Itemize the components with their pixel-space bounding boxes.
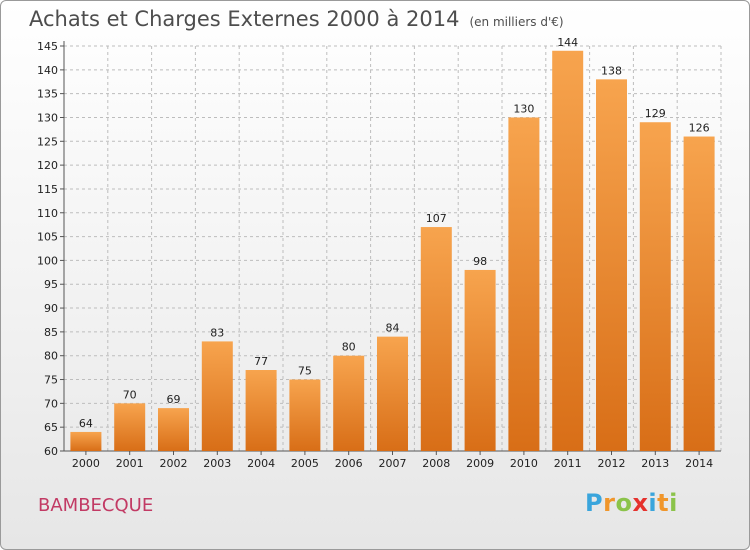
x-tick-label: 2012 bbox=[598, 457, 626, 470]
logo-letter: P bbox=[585, 489, 604, 517]
y-tick-label: 65 bbox=[44, 421, 58, 434]
y-tick-label: 105 bbox=[37, 231, 58, 244]
x-tick-label: 2004 bbox=[247, 457, 275, 470]
y-tick-label: 130 bbox=[37, 111, 58, 124]
bar-2013 bbox=[639, 122, 671, 451]
logo-letter: x bbox=[632, 489, 649, 517]
bar-2006 bbox=[333, 355, 365, 451]
x-tick-label: 2002 bbox=[160, 457, 188, 470]
x-tick-label: 2005 bbox=[291, 457, 319, 470]
logo-letter: r bbox=[603, 489, 616, 517]
bar-2007 bbox=[377, 336, 408, 451]
y-tick-label: 140 bbox=[37, 64, 58, 77]
x-tick-label: 2007 bbox=[379, 457, 407, 470]
y-tick-label: 125 bbox=[37, 135, 58, 148]
logo-letter: o bbox=[615, 489, 633, 517]
proxiti-logo: Proxiti bbox=[585, 489, 678, 517]
y-tick-label: 135 bbox=[37, 88, 58, 101]
bar-2008 bbox=[420, 227, 452, 451]
bar-2000 bbox=[70, 431, 102, 451]
bar-2004 bbox=[245, 370, 277, 451]
bar-2014 bbox=[683, 136, 715, 451]
value-label: 69 bbox=[167, 393, 181, 406]
x-tick-label: 2003 bbox=[203, 457, 231, 470]
value-label: 70 bbox=[123, 388, 137, 401]
value-label: 126 bbox=[689, 122, 710, 135]
logo-letter: t bbox=[657, 489, 670, 517]
value-label: 107 bbox=[426, 212, 447, 225]
value-label: 83 bbox=[210, 326, 224, 339]
x-tick-label: 2013 bbox=[641, 457, 669, 470]
bar-2012 bbox=[596, 79, 627, 452]
y-tick-label: 100 bbox=[37, 254, 58, 267]
y-tick-label: 60 bbox=[44, 445, 58, 458]
value-label: 130 bbox=[513, 102, 534, 115]
labels: 60 65 70 75 80 85 90 95 100 105 110 115 120 125 130 135… bbox=[37, 36, 713, 470]
y-tick-label: 95 bbox=[44, 278, 58, 291]
bar-2011 bbox=[552, 50, 584, 451]
bar-2010 bbox=[508, 117, 540, 452]
x-tick-label: 2006 bbox=[335, 457, 363, 470]
chart-unit: (en milliers d'€) bbox=[469, 15, 564, 29]
x-tick-label: 2000 bbox=[72, 457, 100, 470]
y-tick-label: 145 bbox=[37, 40, 58, 53]
bar-2009 bbox=[464, 269, 496, 451]
chart-title: Achats et Charges Externes 2000 à 2014 (e… bbox=[29, 7, 564, 31]
y-tick-label: 70 bbox=[44, 397, 58, 410]
x-tick-label: 2008 bbox=[422, 457, 450, 470]
y-tick-label: 120 bbox=[37, 159, 58, 172]
bar-2003 bbox=[201, 341, 233, 451]
value-label: 98 bbox=[473, 255, 487, 268]
y-tick-label: 115 bbox=[37, 183, 58, 196]
bar-2001 bbox=[114, 403, 146, 451]
y-tick-label: 90 bbox=[44, 302, 58, 315]
value-label: 80 bbox=[342, 341, 356, 354]
logo-letter: i bbox=[669, 489, 678, 517]
value-label: 75 bbox=[298, 365, 312, 378]
x-tick-label: 2010 bbox=[510, 457, 538, 470]
value-label: 138 bbox=[601, 64, 622, 77]
y-tick-label: 75 bbox=[44, 374, 58, 387]
value-label: 77 bbox=[254, 355, 268, 368]
bar-2005 bbox=[289, 379, 321, 451]
value-label: 129 bbox=[645, 107, 666, 120]
chart-title-text: Achats et Charges Externes 2000 à 2014 bbox=[29, 7, 460, 31]
logo-letter: i bbox=[648, 489, 658, 517]
x-tick-label: 2011 bbox=[554, 457, 582, 470]
x-tick-label: 2001 bbox=[116, 457, 144, 470]
bars bbox=[70, 50, 715, 452]
value-label: 84 bbox=[386, 322, 400, 335]
x-tick-label: 2014 bbox=[685, 457, 713, 470]
value-label: 64 bbox=[79, 417, 93, 430]
x-tick-label: 2009 bbox=[466, 457, 494, 470]
y-tick-label: 80 bbox=[44, 350, 58, 363]
y-tick-label: 110 bbox=[37, 207, 58, 220]
y-tick-label: 85 bbox=[44, 326, 58, 339]
value-label: 144 bbox=[557, 36, 578, 49]
commune-name: BAMBECQUE bbox=[38, 495, 154, 516]
bar-2002 bbox=[158, 408, 189, 451]
